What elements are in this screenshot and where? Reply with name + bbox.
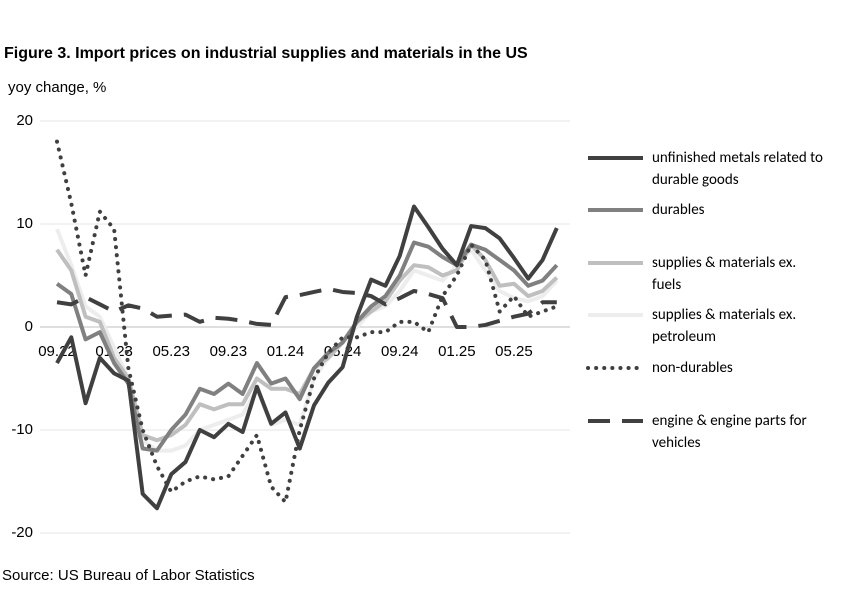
y-tick-label: -20 (11, 524, 33, 541)
x-tick-label: 09.23 (210, 343, 248, 360)
legend-label: durables (652, 201, 705, 219)
y-tick-label: 10 (16, 215, 33, 232)
legend-label: engine & engine parts for vehicles (652, 412, 807, 452)
x-tick-label: 05.23 (152, 343, 190, 360)
x-tick-label: 09.22 (38, 343, 76, 360)
chart-title: Figure 3. Import prices on industrial su… (4, 45, 528, 62)
x-tick-label: 09.24 (381, 343, 419, 360)
x-tick-label: 05.25 (495, 343, 533, 360)
series-line (56, 286, 557, 329)
legend-label: unfinished metals related to durable goo… (652, 149, 823, 189)
x-tick-label: 01.25 (438, 343, 476, 360)
series-line (55, 139, 559, 505)
y-tick-label: 0 (25, 318, 33, 335)
source: Source: US Bureau of Labor Statistics (2, 567, 255, 584)
legend-label: supplies & materials ex. fuels (652, 254, 797, 294)
y-tick-label: -10 (11, 421, 33, 438)
series-line (55, 204, 559, 511)
y-tick-label: 20 (16, 112, 33, 129)
legend-label: supplies & materials ex. petroleum (652, 306, 797, 346)
legend-label: non-durables (652, 359, 733, 377)
x-tick-label: 01.24 (267, 343, 305, 360)
y-axis-label: yoy change, % (8, 79, 106, 96)
